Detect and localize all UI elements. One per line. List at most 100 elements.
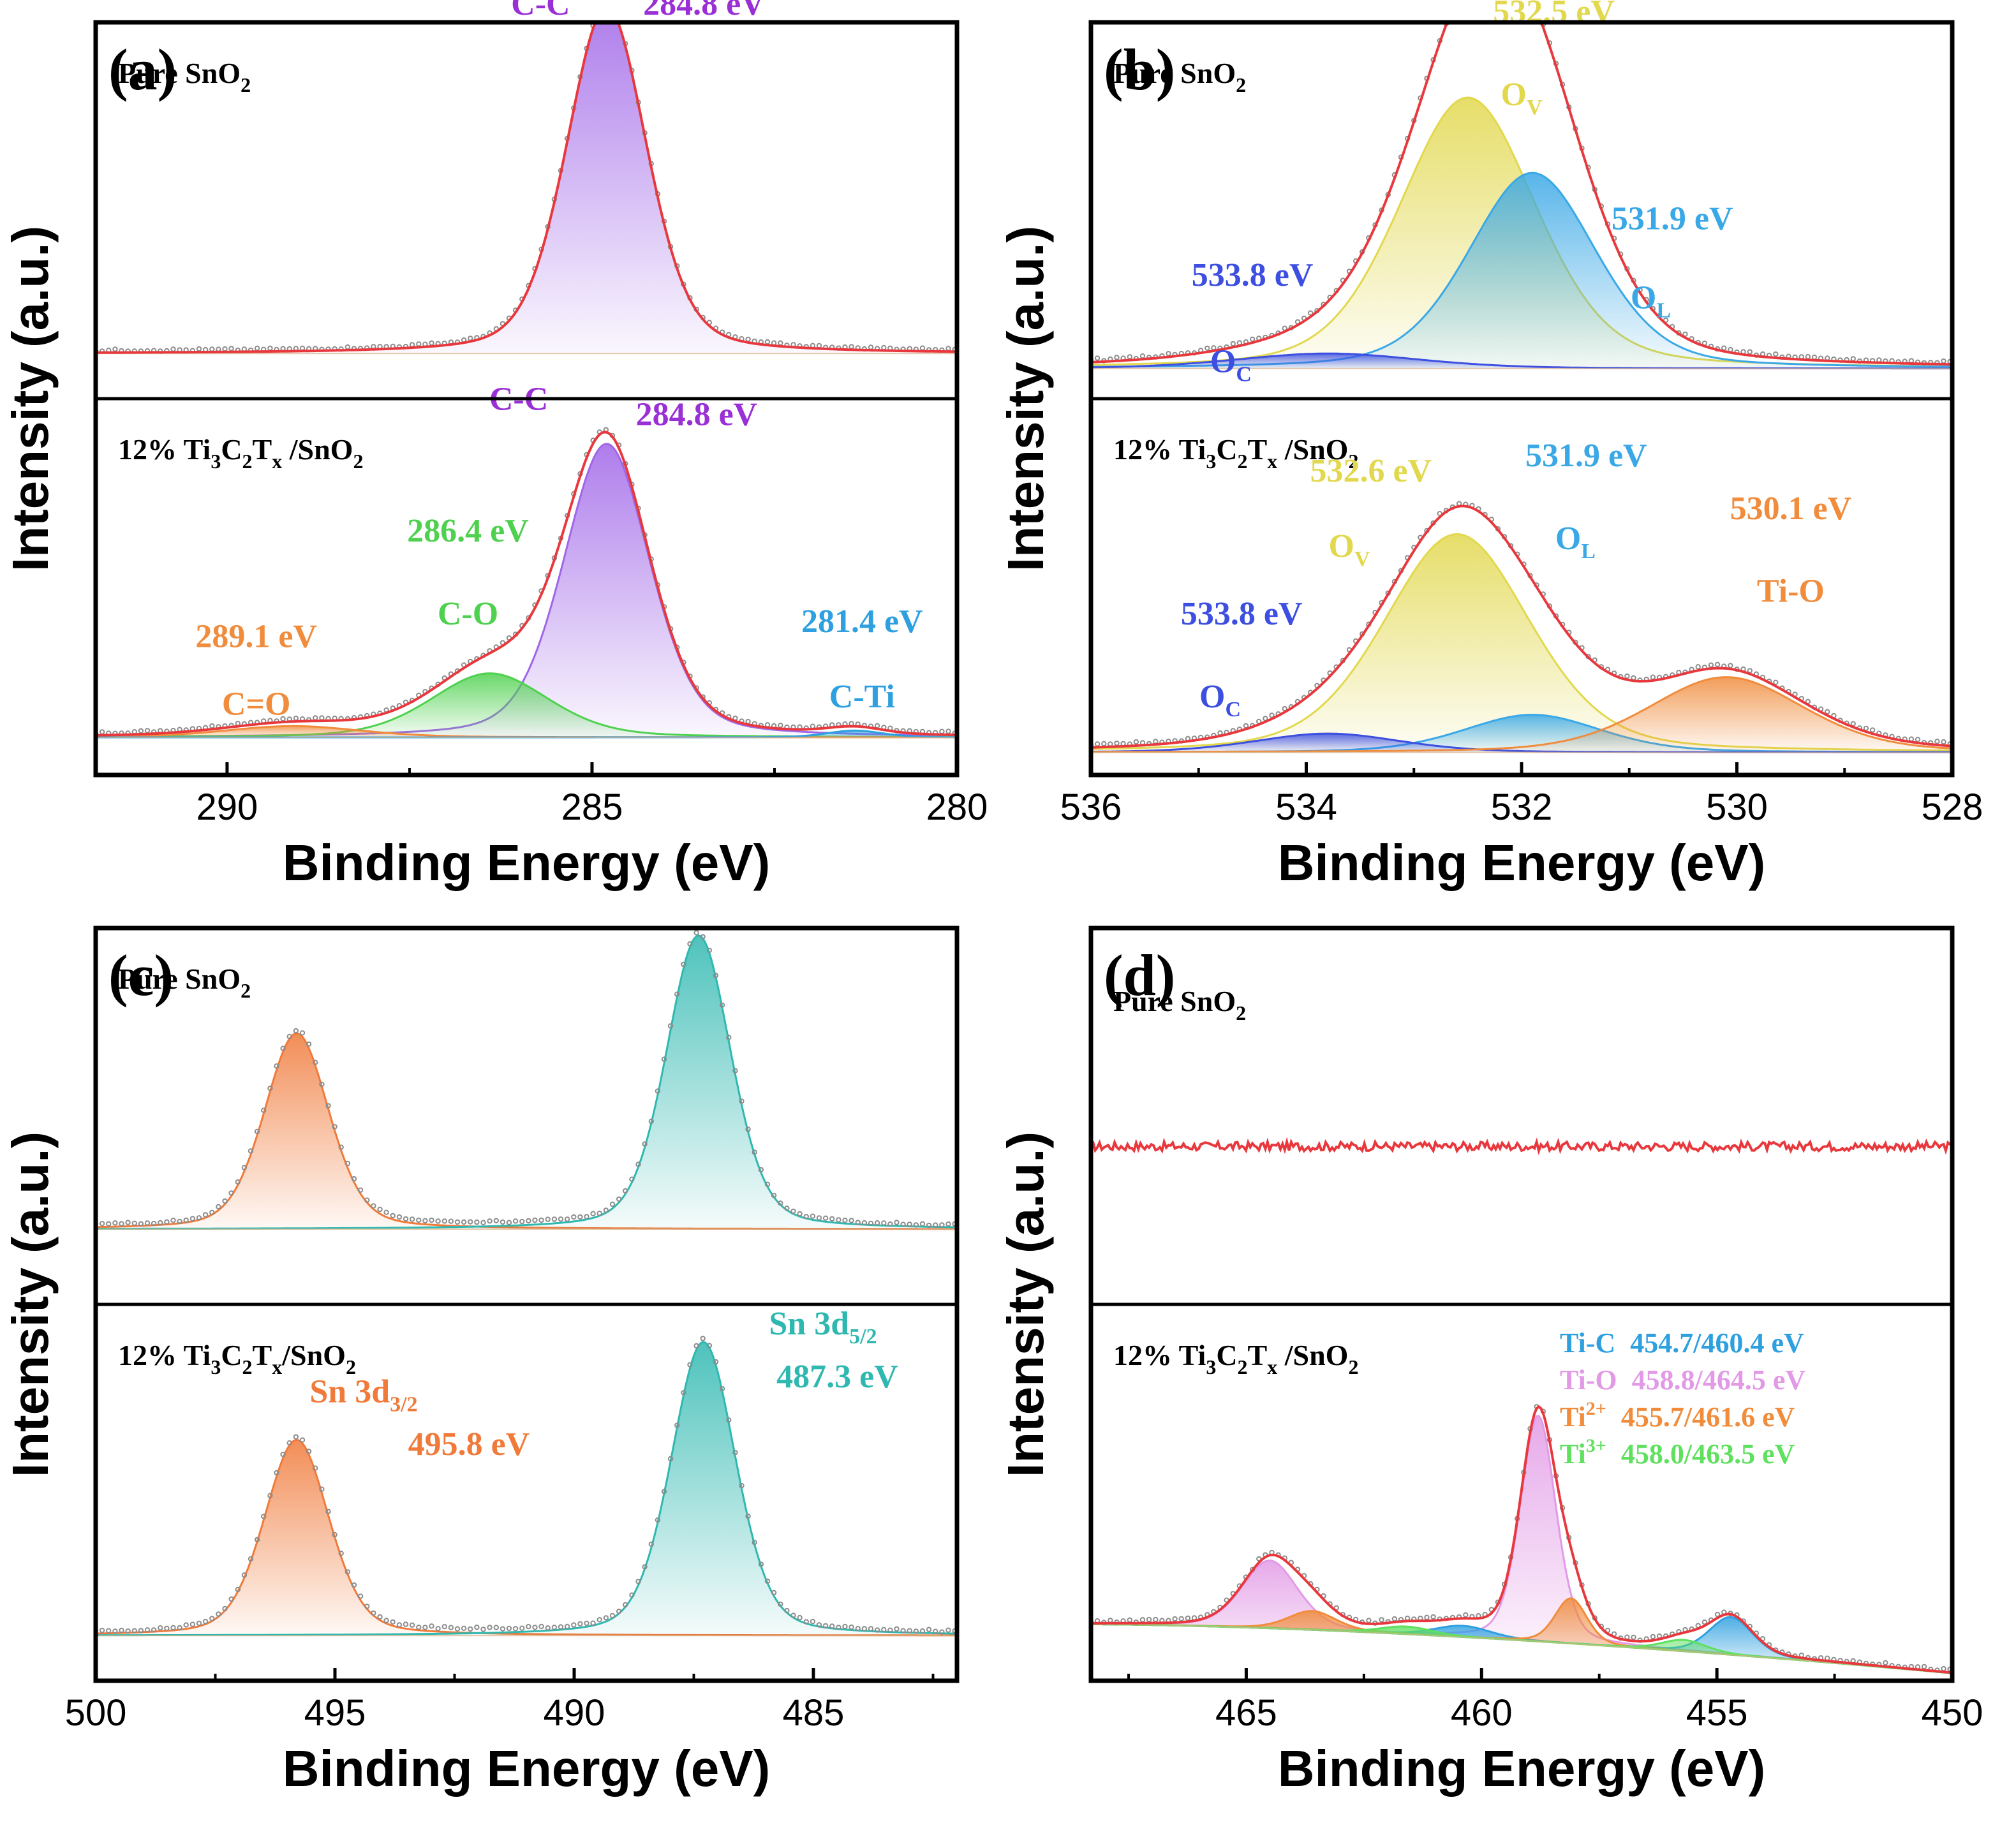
raw-data-point — [487, 1625, 493, 1630]
raw-data-point — [345, 1569, 351, 1575]
raw-data-point — [1204, 345, 1210, 351]
raw-data-point — [842, 1623, 848, 1630]
raw-data-point — [125, 1220, 131, 1225]
raw-data-point — [907, 1221, 912, 1227]
component-fill-ov — [1091, 534, 1952, 753]
raw-data-point — [196, 346, 202, 352]
raw-data-point — [313, 1465, 318, 1471]
raw-data-point — [313, 715, 318, 721]
raw-data-point — [189, 1216, 196, 1221]
annotation-text: Sn 3d — [309, 1373, 390, 1410]
sample-label-text: Pure SnO — [1113, 985, 1236, 1017]
peak-annotation: C-C — [511, 0, 570, 22]
x-tick-label: 536 — [1060, 786, 1122, 828]
raw-data-point — [874, 1220, 880, 1226]
raw-data-point — [532, 1217, 538, 1223]
sample-label: Pure SnO2 — [118, 57, 251, 96]
raw-data-point — [526, 1624, 531, 1630]
raw-data-point — [164, 1219, 170, 1225]
raw-data-point — [112, 1220, 118, 1226]
raw-data-point — [745, 1513, 751, 1519]
raw-data-point — [713, 1359, 719, 1365]
raw-data-point — [429, 1623, 434, 1629]
raw-data-point — [332, 1124, 337, 1130]
peak-annotation: 281.4 eV — [801, 603, 923, 640]
raw-data-point — [261, 1514, 267, 1519]
raw-data-point — [506, 1220, 512, 1225]
raw-data-point — [235, 1586, 241, 1593]
sample-label-subscript: x — [1267, 1355, 1277, 1378]
raw-data-point — [752, 1540, 757, 1546]
raw-data-point — [1863, 725, 1869, 732]
component-fill-sn-3d5-2 — [96, 935, 957, 1229]
raw-data-point — [603, 1207, 609, 1213]
raw-data-point — [1850, 356, 1857, 362]
raw-data-point — [894, 1626, 900, 1632]
annotation-text: O — [1555, 520, 1581, 557]
sample-label-subscript: 2 — [1236, 1001, 1246, 1024]
raw-data-point — [409, 342, 415, 348]
peak-annotation: 495.8 eV — [408, 1426, 530, 1463]
raw-data-point — [222, 1198, 228, 1204]
raw-data-point — [784, 1206, 790, 1211]
raw-data-point — [267, 345, 273, 351]
raw-data-point — [216, 1204, 221, 1210]
raw-data-point — [396, 1622, 403, 1628]
raw-data-point — [861, 1220, 868, 1226]
peak-annotation: 284.8 eV — [636, 396, 758, 432]
raw-data-point — [474, 1219, 480, 1225]
sample-label-text: C — [1216, 1339, 1237, 1371]
raw-data-point — [461, 1219, 467, 1225]
raw-data-point — [778, 1601, 783, 1607]
raw-data-point — [319, 1486, 325, 1492]
raw-data-point — [945, 1221, 951, 1227]
component-fill-sn-3d3-2 — [96, 1440, 957, 1636]
raw-data-point — [261, 1107, 267, 1113]
raw-data-point — [919, 1628, 926, 1634]
raw-data-point — [894, 1220, 900, 1225]
raw-data-point — [1108, 741, 1113, 747]
raw-data-point — [416, 1625, 422, 1630]
raw-data-point — [764, 1181, 771, 1188]
raw-data-point — [144, 1627, 151, 1633]
annotation-text: O — [1210, 344, 1236, 380]
raw-data-point — [778, 723, 783, 728]
raw-data-point — [209, 1209, 215, 1216]
raw-data-point — [836, 1217, 841, 1223]
raw-data-point — [1308, 310, 1314, 316]
raw-data-point — [474, 1625, 480, 1630]
raw-data-point — [1773, 679, 1779, 686]
raw-data-point — [1243, 723, 1249, 729]
sample-label-subscript: 2 — [1238, 1355, 1248, 1378]
sample-label-subscript: 2 — [1348, 1355, 1358, 1378]
legend-name: Ti-O — [1560, 1364, 1617, 1396]
sample-label-subscript: 3 — [1206, 450, 1216, 473]
raw-data-point — [1153, 1616, 1159, 1623]
raw-data-point — [170, 1625, 176, 1631]
raw-data-point — [855, 1626, 861, 1632]
legend-name: Ti-C — [1560, 1327, 1615, 1359]
raw-data-point — [739, 1098, 745, 1104]
annotation-subscript: C — [1236, 363, 1252, 387]
raw-data-point — [861, 1626, 868, 1632]
raw-data-point — [1714, 661, 1721, 668]
peak-annotation: OC — [1210, 344, 1252, 387]
peak-annotation: C=O — [222, 686, 291, 723]
raw-data-point — [1908, 736, 1915, 742]
raw-data-point — [151, 1627, 157, 1633]
raw-data-point — [1708, 662, 1714, 668]
x-tick-label: 528 — [1922, 786, 1983, 828]
raw-data-point — [1463, 1612, 1469, 1618]
raw-data-point — [364, 1197, 370, 1203]
raw-data-point — [144, 728, 151, 734]
envelope-line — [1091, 1405, 1952, 1674]
x-tick-label: 500 — [65, 1692, 127, 1734]
raw-data-point — [551, 1216, 558, 1222]
raw-data-point — [241, 1572, 248, 1578]
raw-data-point — [706, 1343, 713, 1348]
raw-data-point — [1915, 737, 1921, 742]
component-fill-oc — [1091, 353, 1952, 369]
raw-data-point — [868, 1626, 874, 1632]
raw-data-point — [1127, 354, 1133, 360]
raw-data-point — [790, 1612, 796, 1618]
